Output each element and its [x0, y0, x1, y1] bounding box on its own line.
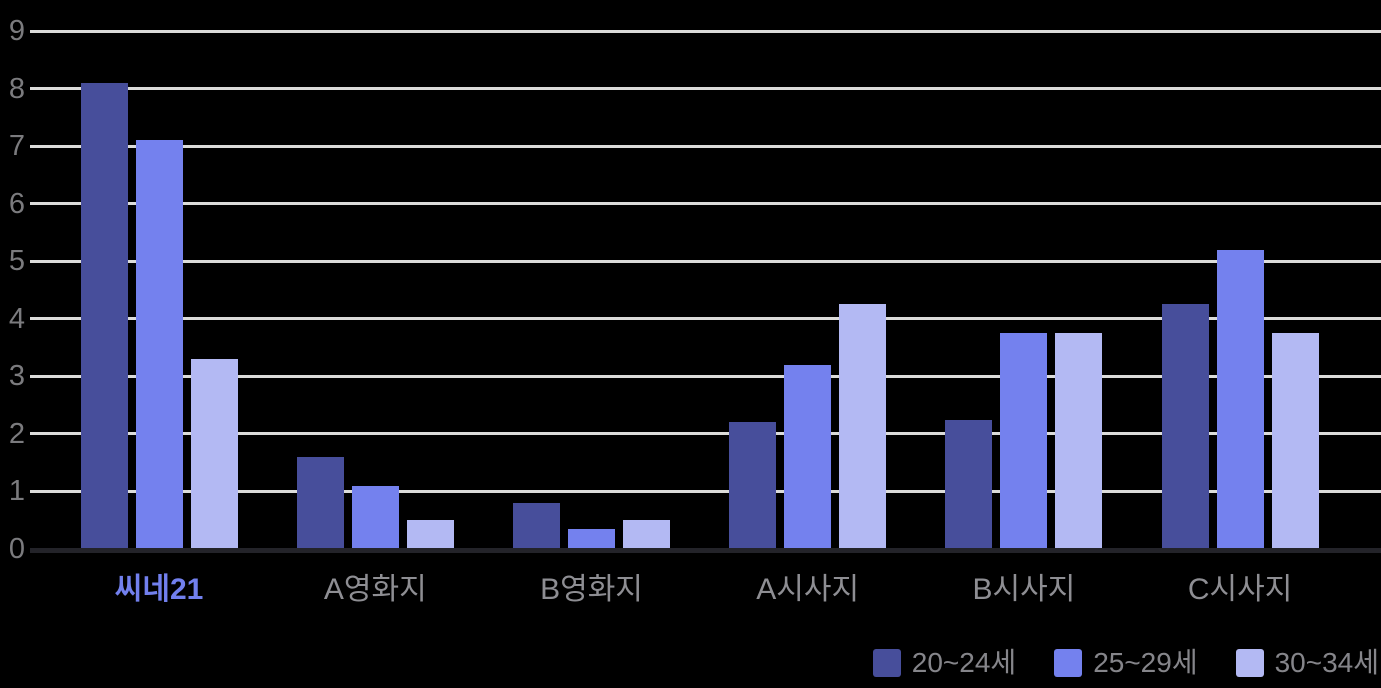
bar-A영화지-30~34세 [406, 520, 454, 549]
legend-swatch [1054, 649, 1083, 677]
bar-씨네21-20~24세 [80, 82, 128, 549]
y-gridline [30, 87, 1381, 91]
plot-area: 0 1 2 3 4 5 6 7 8 9 [8, 15, 1381, 565]
legend-item: 25~29세 [1054, 646, 1198, 680]
legend-label: 20~24세 [911, 647, 1017, 678]
bar-A시사지-30~34세 [839, 304, 887, 549]
bar-A영화지-25~29세 [351, 485, 399, 549]
y-gridline [30, 432, 1381, 436]
bar-C시사지-30~34세 [1271, 333, 1319, 549]
bar-B영화지-30~34세 [623, 520, 670, 549]
bar-씨네21-30~34세 [190, 359, 238, 549]
legend: 20~24세 25~29세 30~34세 [872, 646, 1379, 680]
y-tick-label: 1 [8, 475, 26, 508]
x-category-label: C시사지 [1187, 573, 1293, 606]
legend-swatch [1235, 649, 1264, 677]
legend-swatch [872, 649, 901, 677]
y-gridline [30, 202, 1381, 206]
x-category-label: A시사지 [756, 573, 860, 606]
x-category-label: 씨네21 [114, 573, 204, 606]
legend-item: 30~34세 [1235, 646, 1379, 680]
x-axis-line [30, 548, 1381, 553]
y-tick-label: 6 [8, 187, 26, 220]
y-tick-label: 5 [8, 245, 26, 278]
y-tick-label: 8 [8, 72, 26, 105]
y-tick-label: 4 [8, 302, 26, 335]
y-tick-label: 7 [8, 130, 26, 163]
x-category-label: B영화지 [540, 573, 643, 606]
y-tick-label: 2 [8, 417, 26, 450]
x-axis-labels: 씨네21 A영화지 B영화지 A시사지 B시사지 C시사지 [0, 572, 1381, 612]
y-gridline [30, 29, 1381, 33]
bar-B시사지-25~29세 [1000, 333, 1048, 549]
y-gridline [30, 489, 1381, 493]
y-tick-label: 9 [8, 15, 26, 47]
bar-A영화지-20~24세 [296, 456, 344, 549]
x-category-label: A영화지 [323, 573, 427, 606]
y-gridline [30, 374, 1381, 378]
legend-label: 30~34세 [1274, 647, 1379, 678]
y-gridline [30, 144, 1381, 148]
bar-B영화지-25~29세 [568, 528, 615, 549]
legend-label: 25~29세 [1093, 647, 1198, 678]
bar-A시사지-20~24세 [729, 422, 777, 549]
bar-B시사지-20~24세 [945, 419, 993, 549]
y-tick-label: 0 [8, 533, 26, 565]
bar-C시사지-25~29세 [1216, 249, 1264, 549]
bar-씨네21-25~29세 [135, 140, 183, 549]
legend-item: 20~24세 [872, 646, 1017, 680]
y-tick-label: 3 [8, 360, 26, 393]
y-gridline [30, 317, 1381, 321]
y-gridline [30, 259, 1381, 263]
x-category-label: B시사지 [972, 573, 1076, 606]
bar-B영화지-20~24세 [513, 502, 560, 549]
bar-A시사지-25~29세 [784, 364, 832, 549]
bar-C시사지-20~24세 [1161, 304, 1209, 549]
bar-B시사지-30~34세 [1055, 333, 1103, 549]
